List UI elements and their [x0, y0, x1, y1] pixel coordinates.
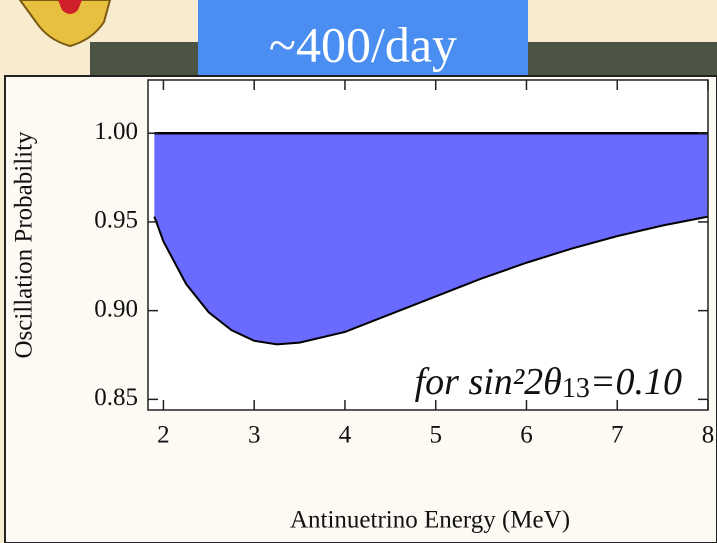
banner-text: ~400/day — [269, 16, 457, 72]
annotation-prefix: for sin²2θ — [415, 361, 562, 403]
annotation: for sin²2θ13=0.10 — [415, 361, 682, 405]
x-tick-label: 2 — [157, 422, 170, 449]
logo — [18, 0, 112, 48]
x-tick-label: 6 — [520, 422, 533, 449]
x-tick-label: 8 — [702, 422, 715, 449]
logo-detail — [58, 0, 82, 14]
x-tick-label: 7 — [611, 422, 624, 449]
x-tick-label: 3 — [248, 422, 261, 449]
y-tick-label: 0.95 — [94, 207, 138, 234]
x-tick-label: 4 — [339, 422, 352, 449]
plot — [153, 131, 709, 346]
y-tick-label: 0.90 — [94, 295, 138, 322]
y-tick-label: 0.85 — [94, 384, 138, 411]
plot-frame — [147, 79, 709, 411]
area-fill — [154, 133, 708, 345]
y-tick-label: 1.00 — [94, 118, 138, 145]
x-tick-label: 5 — [429, 422, 442, 449]
x-axis-label: Antinuetrino Energy (MeV) — [290, 507, 570, 534]
y-axis-label: Oscillation Probability — [11, 131, 38, 359]
curve — [153, 215, 709, 346]
annotation-suffix: =0.10 — [590, 361, 682, 403]
annotation-subscript: 13 — [562, 373, 590, 404]
